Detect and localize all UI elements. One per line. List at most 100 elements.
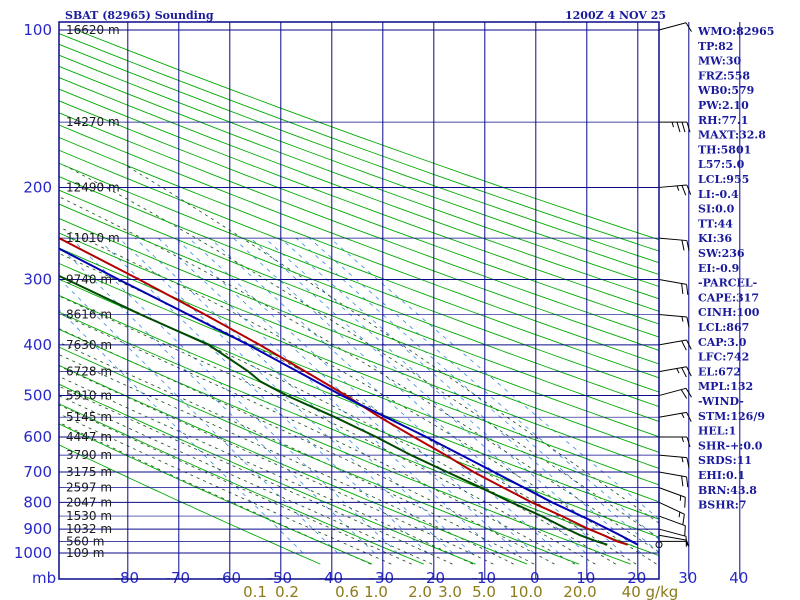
pressure-tick-label: 900 [23,520,52,538]
moist-adiabat-line [58,422,372,565]
moist-adiabat-line [58,275,616,565]
wind-barb-flag [681,240,685,251]
wind-barb-flag [685,22,692,32]
stability-index: L57:5.0 [698,158,745,171]
chart-title: SBAT (82965) Sounding [65,9,214,22]
dry-adiabat-line [58,247,660,486]
height-label: 7630 m [66,338,112,352]
wind-barb-shaft [658,528,687,537]
mixing-ratio-line [209,237,559,554]
height-label: 9740 m [66,273,112,287]
stability-index: EHI:0.1 [698,469,745,482]
moist-adiabat-line [58,313,576,565]
mixing-ratio-label: 20.0 [563,583,596,600]
temperature-tick-label: 0 [530,569,540,587]
height-label: 3790 m [66,448,112,462]
dry-adiabat-line [58,65,660,287]
wind-barb-flag [681,367,687,378]
height-label: 560 m [66,534,104,548]
dry-adiabat-line [58,43,660,264]
mixing-ratio-line [58,278,338,554]
stability-index: LCL:955 [698,173,749,186]
mixing-ratio-line [58,309,304,554]
wind-barb-shaft [658,387,687,397]
wind-barb-half-flag [681,436,684,443]
mixing-ratio-label: 40 g/kg [622,583,679,600]
wind-barb-half-flag [681,412,685,419]
wind-barb-shaft [658,487,686,498]
stability-index: MPL:132 [698,380,753,393]
mixing-ratio-line [158,237,499,554]
pressure-tick-label: 500 [23,387,52,405]
mixing-ratio-line [233,237,586,554]
wind-barb-flag [682,514,685,525]
dry-adiabat-line [58,294,660,538]
dry-adiabat-line [58,383,476,565]
wind-barb-shaft [658,279,687,285]
wind-barb-flag [681,283,684,294]
dry-adiabat-line [58,100,660,325]
height-label: 11010 m [66,231,120,245]
dry-adiabat-line [58,203,660,438]
dry-adiabat-line [58,176,660,408]
stability-index: BRN:43.8 [698,484,757,497]
height-label: 1032 m [66,522,112,536]
wind-barb-shaft [658,501,685,515]
wind-barb-shaft [658,314,687,318]
dry-adiabat-line [58,189,660,422]
height-label: 14270 m [66,115,120,129]
stability-index: CAPE:317 [698,291,759,304]
temperature-tick-label: -30 [370,569,395,587]
dry-adiabat-line [58,112,660,338]
moist-adiabats [58,163,660,565]
wind-barb-half-flag [681,457,684,463]
pressure-tick-label: 1000 [14,544,52,562]
height-label: 2047 m [66,495,112,509]
temperature-tick-label: 40 [729,569,748,587]
mixing-ratio-line [97,237,428,554]
stability-index: LFC:742 [698,351,749,364]
temperature-tick-label: -20 [421,569,446,587]
dry-adiabat-line [58,77,660,300]
mixing-ratio-label: 0.2 [275,583,299,600]
wind-barb-half-flag [681,316,684,322]
wind-barb-flag [686,284,689,295]
wind-barb-flag [684,525,686,537]
height-label: 1530 m [66,509,112,523]
dry-adiabat-line [58,162,660,393]
wind-barb-shaft [658,454,687,459]
wind-barb-half-flag [676,368,680,374]
dry-adiabat-line [58,423,373,565]
wind-barb-half-flag [678,511,681,518]
wind-barb-flag [686,339,692,350]
wind-barb-flag [686,316,690,328]
dry-adiabat-line [58,88,660,312]
moist-adiabat-line [58,226,657,565]
stability-index: FRZ:558 [698,69,750,82]
stability-index: KI:36 [698,232,732,245]
pressure-tick-label: 700 [23,463,52,481]
stability-index: MAXT:32.8 [698,129,766,142]
moist-adiabat-line [58,395,433,565]
stability-index: LI:-0.4 [698,188,739,201]
height-label: 109 m [66,546,104,560]
stability-index: EL:672 [698,365,741,378]
temperature-tick-label: -40 [319,569,344,587]
wind-barb-flag [686,436,691,448]
pressure-tick-label: 100 [23,21,52,39]
wind-barb-flag [686,476,689,488]
dry-adiabat-line [58,149,660,379]
mixing-ratio-line [329,237,660,520]
pressure-tick-label: 300 [23,271,52,289]
moist-adiabat-line [58,196,660,553]
dry-adiabat-line [58,33,660,252]
wind-barb-shaft [658,515,686,527]
pressure-tick-label: 600 [23,428,52,446]
wind-barb-shaft [658,22,687,31]
wind-barb-flag [681,121,686,133]
stability-index: SHR-+:0.0 [698,439,763,452]
pressure-unit-label: mb [32,569,56,587]
